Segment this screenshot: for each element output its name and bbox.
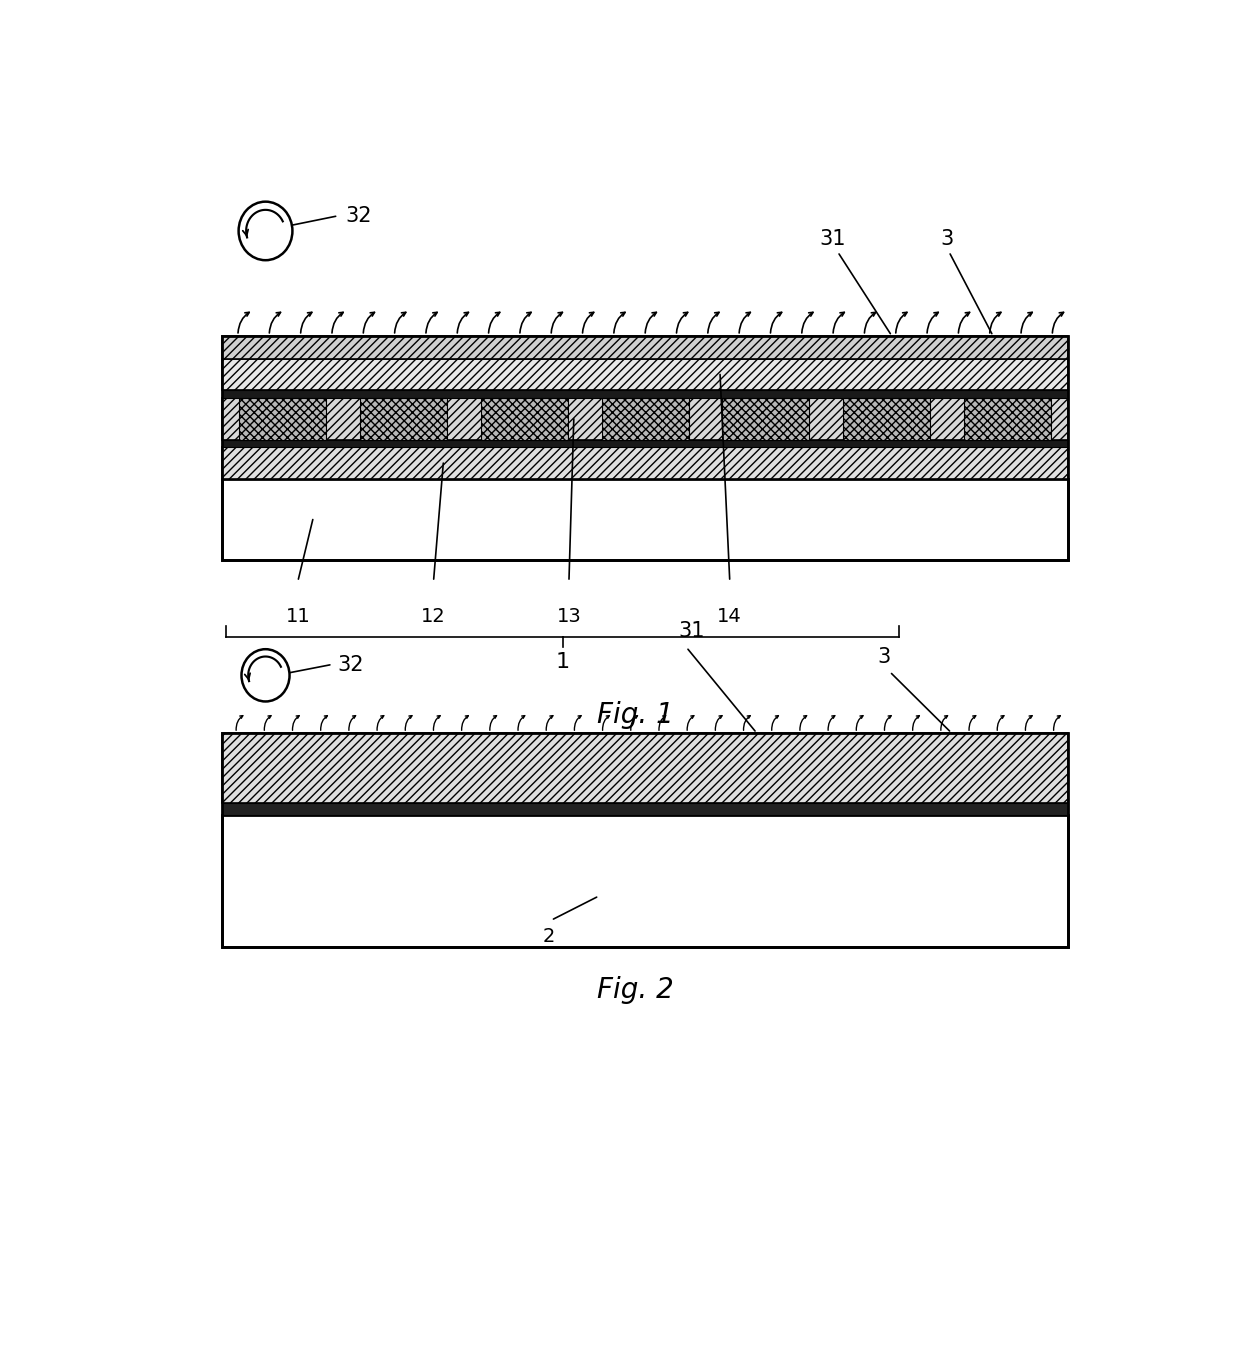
Bar	[239, 398, 326, 440]
Text: 14: 14	[717, 607, 742, 626]
Bar	[222, 335, 1068, 359]
Text: 1: 1	[556, 652, 569, 672]
Text: 31: 31	[678, 621, 704, 641]
Text: 3: 3	[940, 228, 954, 249]
Bar	[723, 398, 810, 440]
Bar	[222, 733, 1068, 948]
Text: 3: 3	[877, 648, 890, 667]
Text: Fig. 1: Fig. 1	[598, 702, 673, 729]
Bar	[222, 804, 1068, 815]
Bar	[222, 398, 1068, 440]
Bar	[222, 448, 1068, 479]
Text: 32: 32	[337, 655, 365, 675]
Bar	[222, 479, 1068, 561]
Bar	[601, 398, 688, 440]
Text: 2: 2	[542, 928, 554, 947]
Bar	[481, 398, 568, 440]
Bar	[222, 335, 1068, 561]
Text: 32: 32	[345, 206, 372, 227]
Bar	[222, 390, 1068, 398]
Bar	[222, 733, 1068, 804]
Bar	[843, 398, 930, 440]
Bar	[222, 359, 1068, 390]
Bar	[963, 398, 1052, 440]
Text: 12: 12	[422, 607, 446, 626]
Bar	[360, 398, 446, 440]
Text: 31: 31	[820, 228, 847, 249]
Bar	[222, 815, 1068, 948]
Bar	[222, 440, 1068, 448]
Text: Fig. 2: Fig. 2	[598, 976, 673, 1005]
Text: 11: 11	[286, 607, 311, 626]
Text: 13: 13	[557, 607, 582, 626]
